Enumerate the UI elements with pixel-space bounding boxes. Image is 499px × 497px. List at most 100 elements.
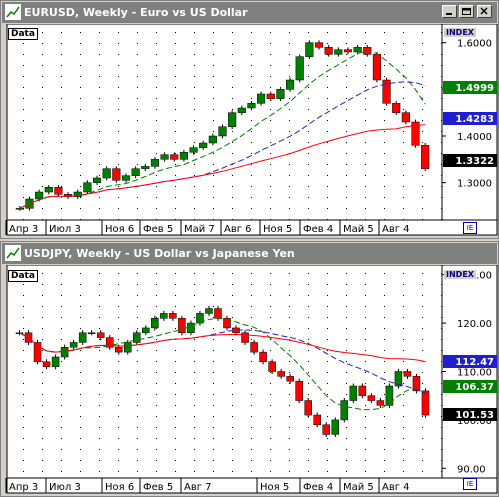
candle-body (187, 322, 195, 334)
chart-settings-icon: IE (466, 224, 474, 232)
candle-body (92, 177, 102, 183)
eurusd-chart-window[interactable]: EURUSD, Weekly - Euro vs US Dollar 1.600… (0, 0, 499, 239)
x-tick-label: Фев 5 (143, 224, 173, 235)
candle-body (295, 380, 303, 401)
minimize-button[interactable] (442, 5, 457, 18)
grid (23, 273, 442, 472)
y-tick-label: 100.00 (457, 416, 492, 427)
price-tag-label: 101.53 (455, 410, 494, 421)
y-tick-label: 1.6000 (457, 39, 492, 50)
price-tag-label: 112.47 (455, 357, 494, 368)
candle-body (51, 356, 60, 367)
price-candles (15, 306, 430, 437)
title-bar[interactable]: USDJPY, Weekly - US Dollar vs Japanese Y… (2, 243, 497, 264)
candle-body (178, 318, 186, 334)
candle-body (313, 414, 321, 425)
usdjpy-chart-window[interactable]: USDJPY, Weekly - US Dollar vs Japanese Y… (0, 241, 499, 497)
candle-body (340, 400, 349, 421)
title-bar[interactable]: EURUSD, Weekly - Euro vs US Dollar (2, 2, 497, 23)
y-tick-label: 110.00 (457, 368, 492, 379)
price-tag-label: 1.4999 (455, 83, 494, 94)
x-tick-label: Апр 3 (9, 482, 38, 493)
x-tick-label: Май 7 (184, 224, 215, 235)
x-tick-label: Фев 5 (143, 482, 173, 493)
candle-body (286, 376, 294, 382)
chart-icon (5, 245, 21, 261)
candle-body (403, 371, 412, 377)
x-tick-label: Июл 3 (49, 482, 81, 493)
x-tick-label: Фев 4 (303, 482, 333, 493)
x-tick-label: Май 5 (343, 482, 374, 493)
candle-body (266, 93, 275, 99)
candle-body (124, 342, 132, 353)
ma-green-line (19, 49, 426, 209)
x-tick-label: Фев 4 (303, 224, 333, 235)
window-title: EURUSD, Weekly - Euro vs US Dollar (24, 6, 248, 19)
candle-body (385, 385, 394, 406)
price-tag (443, 355, 497, 368)
index-label: INDEX (444, 270, 476, 279)
index-label: INDEX (444, 28, 476, 37)
candle-body (160, 154, 169, 160)
candle-body (105, 337, 114, 348)
chart-settings-button[interactable]: IE (463, 222, 477, 234)
candle-body (285, 79, 295, 90)
candle-body (87, 332, 96, 335)
candle-body (218, 126, 227, 137)
candle-body (114, 347, 123, 353)
candle-body (169, 313, 177, 319)
x-tick-label: Ноя 5 (260, 482, 289, 493)
window-title: USDJPY, Weekly - US Dollar vs Japanese Y… (24, 247, 295, 260)
chart-settings-button[interactable]: IE (463, 478, 477, 490)
candle-body (334, 49, 343, 55)
restore-button[interactable] (459, 5, 474, 18)
price-tag-label: 1.3322 (455, 156, 494, 167)
candle-body (343, 49, 353, 53)
plot-area (6, 265, 443, 479)
data-label: Data (8, 270, 38, 282)
price-tag (443, 81, 497, 94)
candle-body (141, 166, 150, 169)
candle-body (411, 121, 420, 146)
y-tick-label: 1.3000 (457, 179, 492, 190)
price-tag (443, 112, 497, 125)
candle-body (322, 424, 331, 435)
candle-body (349, 385, 358, 401)
candle-body (96, 332, 105, 338)
candle-body (304, 400, 312, 416)
price-tag-label: 106.37 (455, 382, 494, 393)
price-tag-label: 1.4283 (455, 114, 494, 125)
candle-body (367, 395, 376, 401)
candle-body (102, 168, 111, 179)
x-tick-label: Авг 4 (382, 224, 410, 235)
candle-body (142, 327, 150, 334)
candle-body (331, 419, 340, 435)
candle-body (33, 342, 42, 363)
candle-body (324, 47, 333, 55)
close-button[interactable] (477, 5, 492, 18)
candle-body (237, 107, 246, 113)
candle-body (394, 371, 403, 387)
close-icon (480, 7, 488, 15)
candle-body (295, 56, 304, 81)
candle-body (353, 47, 362, 53)
candle-body (276, 89, 285, 99)
candle-body (208, 135, 217, 144)
candle-body (44, 187, 53, 193)
candle-body (268, 361, 276, 372)
candle-body (179, 152, 188, 160)
x-tick-label: Авг 7 (184, 482, 212, 493)
chart-settings-icon: IE (466, 480, 474, 488)
candle-body (214, 308, 222, 319)
candle-body (54, 187, 63, 195)
candle-body (196, 313, 204, 324)
price-tag (443, 408, 497, 421)
candle-body (392, 103, 401, 113)
price-axis (441, 265, 498, 479)
candle-body (259, 351, 267, 363)
y-tick-label: 120.00 (457, 319, 492, 330)
chart-icon (5, 4, 21, 20)
y-tick-label: 90.00 (457, 464, 486, 475)
